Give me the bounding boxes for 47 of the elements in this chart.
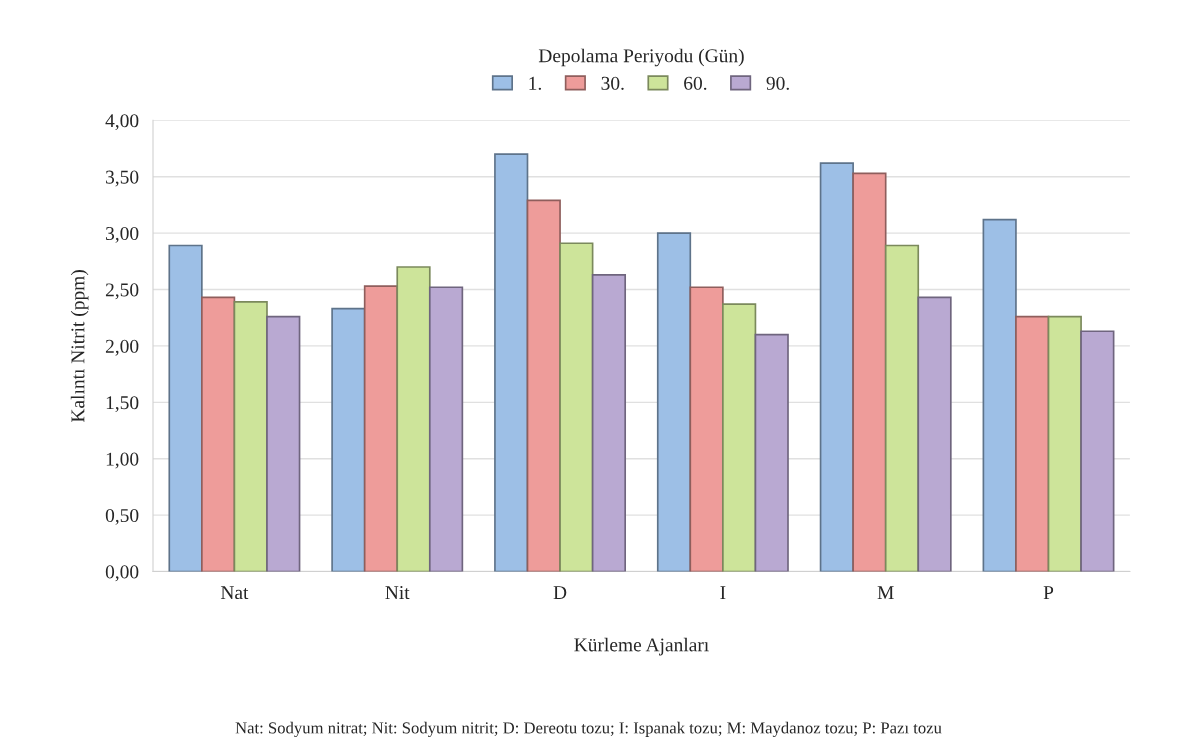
bar	[1080, 330, 1115, 572]
bar	[884, 244, 920, 572]
bar	[559, 242, 594, 572]
bar	[363, 285, 399, 572]
bar	[526, 199, 561, 572]
bar	[233, 301, 268, 572]
bar	[396, 266, 431, 572]
bar	[331, 307, 366, 572]
x-tick-label: I	[720, 586, 726, 599]
legend-label: 30.	[601, 76, 624, 90]
bar	[819, 162, 854, 572]
bar	[428, 286, 464, 572]
text: Nat: Sodyum nitrat; Nit: Sodyum nitrit; D: Dereotu tozu; I: Ispanak tozu; M: Maydanoz tozu; P: Pazı tozu	[235, 721, 942, 737]
y-tick-label: 1,50	[106, 396, 139, 413]
x-tick-label: Nat	[220, 586, 249, 600]
bar	[917, 296, 952, 572]
y-tick-label: 2,50	[105, 283, 139, 300]
legend-title: Depolama Periyodu (Gün)	[538, 48, 744, 67]
y-tick-label: 0,50	[105, 508, 139, 525]
bar	[266, 315, 301, 572]
y-tick-label: 2,00	[105, 339, 139, 356]
bar	[201, 296, 236, 572]
bar	[494, 153, 529, 572]
legend-label: 1.	[529, 76, 542, 90]
y-tick-label: 0,00	[105, 565, 139, 582]
legend-label: 90.	[766, 76, 789, 90]
bar	[168, 244, 203, 572]
bar	[689, 286, 724, 572]
bar	[1047, 315, 1082, 572]
x-tick-label: M	[877, 586, 894, 599]
x-tick-label: P	[1043, 586, 1054, 599]
bar	[591, 274, 627, 572]
bar	[1015, 315, 1050, 572]
x-tick-label: D	[553, 586, 567, 599]
x-axis-title: Kürleme Ajanları	[574, 637, 709, 656]
y-axis-title: Kalıntı Nitrit (ppm)	[70, 270, 89, 423]
bar	[656, 232, 692, 572]
bar	[852, 172, 887, 572]
y-tick-label: 3,00	[106, 226, 139, 243]
bar	[754, 333, 789, 572]
y-tick-label: 4,00	[105, 114, 139, 131]
x-tick-label: Nit	[385, 586, 410, 600]
y-tick-label: 3,50	[106, 170, 139, 187]
y-tick-label: 1,00	[106, 452, 139, 469]
legend-label: 60.	[684, 76, 707, 90]
bar	[982, 218, 1017, 572]
bar	[722, 303, 757, 572]
